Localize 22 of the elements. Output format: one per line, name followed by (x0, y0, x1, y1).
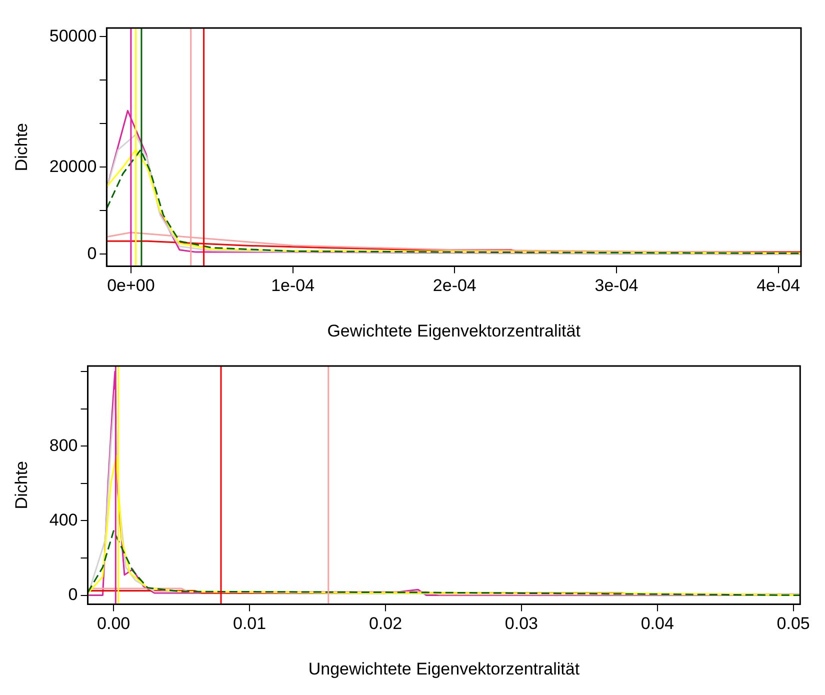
x-tick-label: 0.01 (232, 614, 266, 634)
x-axis-title: Ungewichtete Eigenvektorzentralität (308, 659, 580, 678)
y-tick-label: 800 (49, 436, 78, 455)
x-axis-title: Gewichtete Eigenvektorzentralität (327, 321, 581, 340)
y-tick-label: 20000 (49, 156, 97, 176)
x-tick-label: 3e-04 (594, 276, 638, 296)
y-tick-label: 400 (49, 510, 78, 530)
x-tick-label: 1e-04 (271, 276, 315, 296)
x-tick-label: 0e+00 (107, 276, 155, 296)
x-tick-label: 2e-04 (432, 276, 476, 296)
y-axis-title: Dichte (12, 123, 31, 172)
x-tick-label: 0.05 (776, 614, 810, 634)
x-tick-label: 0.04 (640, 614, 674, 634)
y-axis-title: Dichte (12, 461, 31, 510)
y-tick-label: 50000 (49, 26, 97, 46)
line-series (88, 530, 800, 596)
x-tick-label: 0.03 (504, 614, 538, 634)
y-tick-label: 0 (68, 584, 78, 604)
x-tick-label: 0.00 (97, 614, 130, 634)
x-tick-label: 0.02 (368, 614, 402, 634)
y-tick-label: 0 (87, 244, 97, 263)
x-tick-label: 4e-04 (756, 276, 800, 296)
